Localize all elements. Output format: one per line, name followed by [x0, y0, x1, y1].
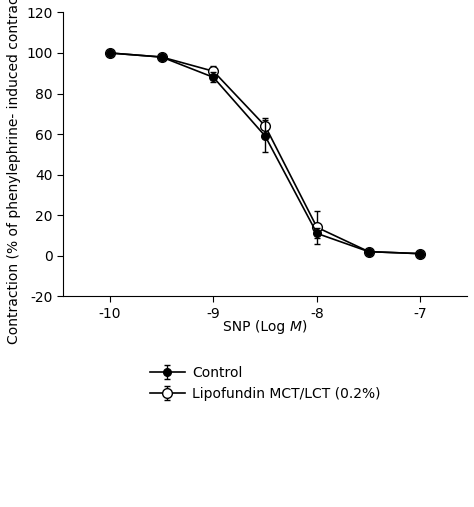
Text: ): ) — [302, 319, 307, 334]
Text: SNP (Log: SNP (Log — [223, 319, 290, 334]
Text: M: M — [290, 319, 302, 334]
Legend: Control, Lipofundin MCT/LCT (0.2%): Control, Lipofundin MCT/LCT (0.2%) — [150, 366, 380, 401]
Y-axis label: Contraction (% of phenylephrine- induced contraction): Contraction (% of phenylephrine- induced… — [7, 0, 21, 344]
